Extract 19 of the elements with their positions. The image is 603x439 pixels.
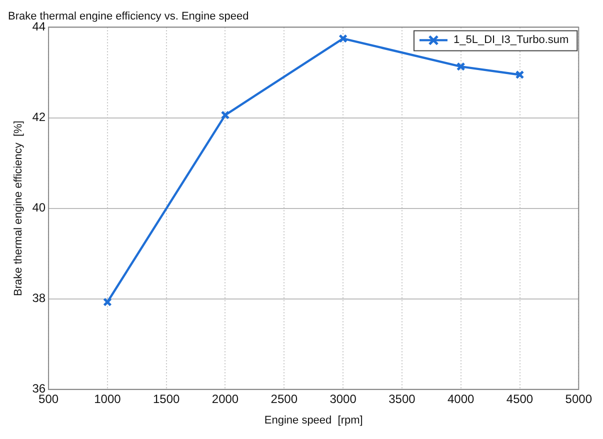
x-tick-label: 2500	[270, 392, 298, 406]
x-tick-label: 2000	[212, 392, 239, 406]
point	[103, 298, 112, 306]
legend-label: 1_5L_DI_I3_Turbo.sum	[453, 34, 569, 46]
point	[338, 34, 348, 43]
x-axis-title: Engine speed [rpm]	[264, 414, 363, 426]
x-tick-label: 3000	[330, 392, 357, 406]
x-tick-label: 4500	[506, 392, 534, 406]
x-tick-label: 1500	[152, 392, 180, 406]
x-tick-label: 1000	[94, 392, 122, 406]
x-tick-label: 3500	[388, 392, 416, 406]
y-tick-label: 40	[32, 200, 46, 215]
point	[456, 62, 466, 72]
y-tick-label: 38	[32, 291, 46, 306]
y-axis-title: Brake thermal engine efficiency [%]	[12, 120, 25, 296]
x-tick-label: 5000	[565, 392, 592, 406]
point	[220, 110, 230, 120]
y-tick-label: 42	[32, 110, 46, 124]
x-tick-label: 4000	[448, 392, 475, 406]
